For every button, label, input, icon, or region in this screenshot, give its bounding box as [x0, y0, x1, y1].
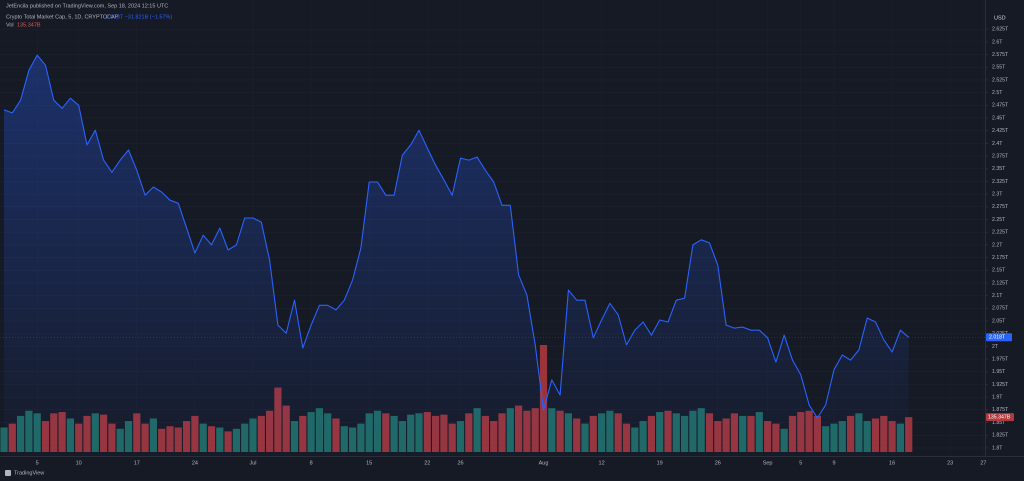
volume-last-label: 135.347B: [988, 414, 1011, 420]
price-line: [3, 54, 910, 419]
y-tick-label: 2.45T: [992, 115, 1006, 121]
volume-bar: [539, 345, 548, 452]
y-tick-label: 2.525T: [992, 77, 1009, 83]
brand-logo: [5, 470, 11, 476]
x-tick-label: 26: [457, 460, 463, 466]
y-tick-label: 2.15T: [992, 268, 1006, 274]
x-tick-label: 24: [192, 460, 198, 466]
y-tick-label: 2.175T: [992, 255, 1009, 261]
x-tick-label: 23: [947, 460, 953, 466]
y-tick-label: 2.1T: [992, 293, 1003, 299]
y-tick-label: 2.05T: [992, 318, 1006, 324]
y-tick-label: 2.475T: [992, 103, 1009, 109]
y-tick-label: 1.8T: [992, 445, 1003, 451]
y-tick-label: 1.825T: [992, 433, 1009, 439]
y-tick-label: 2.425T: [992, 128, 1009, 134]
area-fill: [4, 55, 909, 455]
x-tick-label: 5: [36, 460, 39, 466]
x-tick-label: 26: [715, 460, 721, 466]
y-tick-label: 2.5T: [992, 90, 1003, 96]
volume-legend-value: 135.347B: [17, 22, 41, 28]
quote: 2.018T −31.821B (−1.57%): [106, 14, 172, 20]
y-tick-label: 1.9T: [992, 395, 1003, 401]
y-tick-label: 2.375T: [992, 153, 1009, 159]
y-tick-label: 2.2T: [992, 242, 1003, 248]
x-tick-label: 12: [599, 460, 605, 466]
y-tick-label: 2.225T: [992, 230, 1009, 236]
y-tick-label: 2.125T: [992, 280, 1009, 286]
axes: 1.8T 1.825T 1.85T 1.875T 1.9T 1.925T 1.95T 1.97…: [36, 27, 1014, 466]
x-tick-label: Jul: [249, 460, 256, 466]
y-tick-label: 1.875T: [992, 407, 1009, 413]
x-tick-label: 9: [832, 460, 835, 466]
y-tick-label: 2.3T: [992, 192, 1003, 198]
x-tick-label: Aug: [539, 460, 549, 466]
y-tick-label: 1.975T: [992, 356, 1009, 362]
volume-tag: [986, 413, 1014, 422]
y-tick-label: 1.95T: [992, 369, 1006, 375]
x-tick-label: 22: [424, 460, 430, 466]
y-tick-label: 2.25T: [992, 217, 1006, 223]
y-tick-label: 2.6T: [992, 39, 1003, 45]
x-tick-label: 16: [889, 460, 895, 466]
x-tick-label: 8: [310, 460, 313, 466]
y-tick-label: 1.85T: [992, 420, 1006, 426]
brand: TradingView: [14, 470, 44, 476]
unit: USD: [994, 15, 1006, 21]
y-tick-label: 2T: [992, 344, 999, 350]
last-price-tag: [986, 333, 1012, 342]
y-tick-label: 2.55T: [992, 65, 1006, 71]
x-tick-label: 27: [980, 460, 986, 466]
y-tick-label: 2.575T: [992, 52, 1009, 58]
x-tick-label: 10: [76, 460, 82, 466]
y-tick-label: 2.625T: [992, 27, 1009, 33]
y-tick-label: 1.925T: [992, 382, 1009, 388]
volume-legend: Vol: [6, 22, 14, 28]
chart-title: Crypto Total Market Cap, 5, 1D, CRYPTOCA…: [6, 14, 119, 20]
plot: [0, 54, 985, 455]
publisher: JetEncila published on TradingView.com, …: [6, 3, 168, 9]
y-tick-label: 2.075T: [992, 306, 1009, 312]
x-tick-label: 19: [657, 460, 663, 466]
last-price-label: 2.018T: [989, 335, 1006, 341]
x-tick-label: 17: [134, 460, 140, 466]
volume-bar: [0, 427, 8, 452]
y-tick-label: 2.325T: [992, 179, 1009, 185]
y-tick-label: 2.275T: [992, 204, 1009, 210]
y-tick-label: 2.4T: [992, 141, 1003, 147]
y-tick-label: 2.35T: [992, 166, 1006, 172]
x-tick-label: 5: [799, 460, 802, 466]
x-tick-label: 15: [366, 460, 372, 466]
x-tick-label: Sep: [763, 460, 773, 466]
